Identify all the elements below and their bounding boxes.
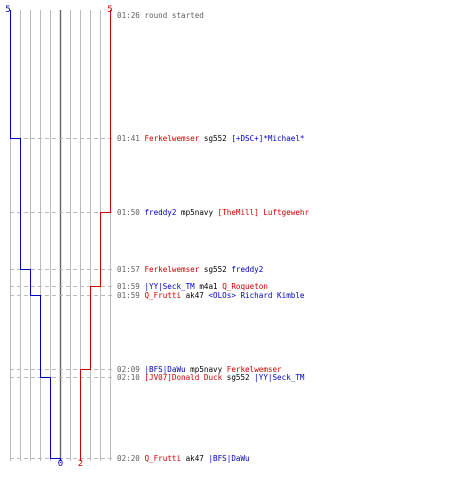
event-row: 01:57 Ferkelwemser sg552 freddy2 [117,265,263,274]
event-killer: Ferkelwemser [144,134,199,143]
event-killer: Q_Frutti [144,454,181,463]
event-weapon: mp5navy [181,208,213,217]
event-weapon: mp5navy [190,365,222,374]
event-victim: Ferkelwemser [227,365,282,374]
event-killer: Ferkelwemser [144,265,199,274]
blue-start-count: 5 [5,5,10,15]
event-victim: |BFS|DaWu [208,454,249,463]
event-victim: [+DSC+]*Michael* [231,134,304,143]
event-weapon: ak47 [186,454,204,463]
event-victim: |YY|Seck_TM [254,373,305,382]
blue-team-survivor-line [10,10,61,461]
event-row: 01:59 |YY|Seck_TM m4a1 Q_Roqueton [117,282,268,291]
event-log: 01:26 round started 01:41 Ferkelwemser sg… [117,11,309,463]
event-time: 01:59 [117,291,140,300]
event-weapon: sg552 [204,265,227,274]
event-row: 01:26 round started [117,11,204,20]
event-victim: <OLOs> Richard Kimble [208,291,304,300]
red-team-survivor-line [80,10,111,461]
event-victim: [TheMill] Luftgewehr [218,208,310,217]
event-killer: |YY|Seck_TM [144,282,195,291]
event-row: 01:59 Q_Frutti ak47 <OLOs> Richard Kimbl… [117,291,305,300]
event-row: 01:41 Ferkelwemser sg552 [+DSC+]*Michael… [117,134,304,143]
event-time: 02:20 [117,454,140,463]
event-time: 01:50 [117,208,140,217]
event-time: 01:41 [117,134,140,143]
event-killer: freddy2 [144,208,176,217]
event-killer: |BFS|DaWu [144,365,185,374]
event-weapon: sg552 [204,134,227,143]
event-time: 01:57 [117,265,140,274]
grid-lines [10,10,111,461]
event-victim: freddy2 [231,265,263,274]
event-time: 02:09 [117,365,140,374]
event-killer: Q_Frutti [144,291,181,300]
event-killer: [JV07]Donald Duck [144,373,222,382]
red-end-count: 2 [78,459,83,469]
event-row: 02:09 |BFS|DaWu mp5navy Ferkelwemser [117,365,282,374]
event-weapon: sg552 [227,373,250,382]
red-start-count: 5 [107,5,112,15]
event-note: round started [144,11,203,20]
event-row: 02:20 Q_Frutti ak47 |BFS|DaWu [117,454,250,463]
event-time: 02:10 [117,373,140,382]
event-weapon: m4a1 [199,282,218,291]
blue-end-count: 0 [58,459,63,469]
event-row: 01:50 freddy2 mp5navy [TheMill] Luftgewe… [117,208,309,217]
event-row: 02:10 [JV07]Donald Duck sg552 |YY|Seck_T… [117,373,305,382]
event-time: 01:26 [117,11,140,20]
event-victim: Q_Roqueton [222,282,268,291]
event-time: 01:59 [117,282,140,291]
event-weapon: ak47 [186,291,204,300]
